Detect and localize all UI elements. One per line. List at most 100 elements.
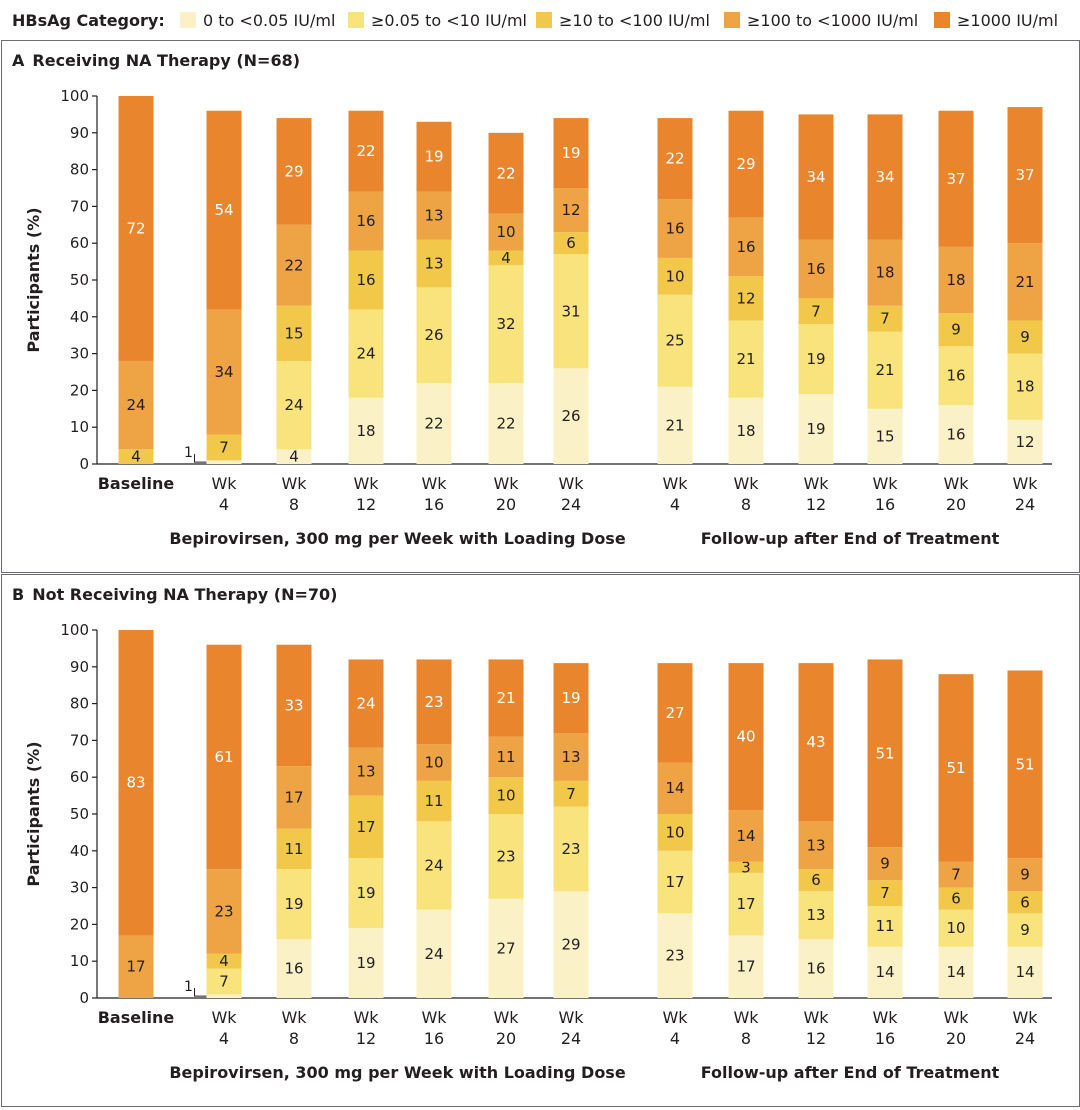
data-label: 19 xyxy=(424,148,443,166)
bar-segment xyxy=(553,254,589,369)
x-tick-label: 20 xyxy=(496,495,516,514)
data-label: 13 xyxy=(356,763,375,781)
bar-segment xyxy=(206,644,242,870)
x-tick-label: Wk xyxy=(943,1008,969,1027)
data-label: 16 xyxy=(284,960,303,978)
data-label: 18 xyxy=(946,271,965,289)
bar-segment xyxy=(938,887,974,910)
panel-letter: A xyxy=(12,51,25,70)
data-label: 26 xyxy=(561,407,580,425)
bar-segment xyxy=(118,935,154,998)
bar-segment xyxy=(728,276,764,321)
y-tick-label: 0 xyxy=(79,455,89,473)
x-tick-label: 24 xyxy=(561,495,581,514)
data-label: 24 xyxy=(284,396,303,414)
bar-segment xyxy=(553,891,589,998)
data-label: 17 xyxy=(356,818,375,836)
bar-segment xyxy=(348,309,384,398)
data-label: 19 xyxy=(806,420,825,438)
data-label: 22 xyxy=(424,415,443,433)
legend-swatch xyxy=(934,12,950,28)
bar-segment xyxy=(348,250,384,310)
bar-segment xyxy=(276,449,312,464)
bar-segment xyxy=(657,118,693,200)
data-label: 24 xyxy=(356,695,375,713)
bar-segment xyxy=(416,659,452,745)
data-label: 19 xyxy=(356,884,375,902)
bar-segment xyxy=(553,368,589,464)
data-label: 16 xyxy=(665,219,684,237)
x-tick-label: 4 xyxy=(219,1029,229,1048)
data-label: 34 xyxy=(875,168,894,186)
bar-segment xyxy=(118,449,154,464)
data-label: 7 xyxy=(219,972,229,990)
legend-swatch xyxy=(180,12,196,28)
bar-segment xyxy=(798,239,834,299)
bar-segment xyxy=(118,96,154,361)
data-label: 9 xyxy=(1020,866,1030,884)
x-tick-label: Baseline xyxy=(98,474,175,493)
x-tick-label: 24 xyxy=(561,1029,581,1048)
bar-segment xyxy=(488,265,524,384)
bar-segment xyxy=(1007,353,1043,420)
bar-segment xyxy=(867,114,903,240)
panel-letter: B xyxy=(12,585,25,604)
data-label: 43 xyxy=(806,733,825,751)
bar-segment xyxy=(938,946,974,998)
bar-segment xyxy=(553,188,589,233)
bar-segment xyxy=(867,946,903,998)
data-label: 17 xyxy=(284,788,303,806)
bar-segment xyxy=(798,821,834,870)
bar-segment xyxy=(276,305,312,361)
data-label: 34 xyxy=(214,363,233,381)
x-tick-label: 16 xyxy=(424,1029,444,1048)
bar-segment xyxy=(348,795,384,859)
data-label: 11 xyxy=(424,792,443,810)
bar-segment xyxy=(938,246,974,314)
data-label: 61 xyxy=(214,748,233,766)
y-tick-label: 90 xyxy=(70,124,89,142)
data-label: 29 xyxy=(284,162,303,180)
data-label: 14 xyxy=(1015,963,1034,981)
data-label: 23 xyxy=(665,947,684,965)
bar-segment xyxy=(416,780,452,822)
bar-segment xyxy=(657,257,693,295)
y-tick-label: 60 xyxy=(70,234,89,252)
data-label: 51 xyxy=(1015,755,1034,773)
panel-b-heading: B Not Receiving NA Therapy (N=70) xyxy=(12,585,337,604)
group-label: Follow-up after End of Treatment xyxy=(701,1063,1000,1082)
bar-segment xyxy=(798,939,834,998)
x-tick-label: 24 xyxy=(1015,1029,1035,1048)
data-label: 19 xyxy=(561,144,580,162)
data-label: 17 xyxy=(736,958,755,976)
x-tick-label: Wk xyxy=(733,1008,759,1027)
legend-label: ≥1000 IU/ml xyxy=(957,11,1059,30)
legend-item-cat4: ≥100 to <1000 IU/ml xyxy=(724,11,918,30)
data-label: 15 xyxy=(284,324,303,342)
bar-segment xyxy=(867,305,903,332)
bar-segment xyxy=(276,360,312,450)
data-label: 37 xyxy=(1015,166,1034,184)
bar-segment xyxy=(348,191,384,251)
data-label: 25 xyxy=(665,332,684,350)
bar-segment xyxy=(798,324,834,395)
data-label: 9 xyxy=(951,321,961,339)
data-label: 12 xyxy=(561,201,580,219)
bar-segment xyxy=(657,199,693,258)
bar-segment xyxy=(938,674,974,862)
bar-segment xyxy=(1007,913,1043,947)
x-tick-label: Wk xyxy=(733,474,759,493)
bar-segment xyxy=(938,861,974,888)
data-label: 72 xyxy=(126,219,145,237)
x-tick-label: Wk xyxy=(353,474,379,493)
y-tick-label: 80 xyxy=(70,161,89,179)
group-label: Bepirovirsen, 300 mg per Week with Loadi… xyxy=(169,529,626,548)
data-label: 13 xyxy=(561,748,580,766)
bar-segment xyxy=(488,736,524,778)
bar-segment xyxy=(206,953,242,969)
bar-segment xyxy=(1007,946,1043,998)
y-tick-label: 60 xyxy=(70,768,89,786)
bar-segment xyxy=(488,898,524,998)
bar-segment xyxy=(416,909,452,998)
data-label: 7 xyxy=(219,438,229,456)
